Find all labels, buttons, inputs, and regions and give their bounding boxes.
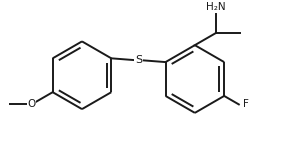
Text: S: S: [135, 55, 142, 65]
Text: O: O: [27, 99, 36, 109]
Text: F: F: [243, 99, 249, 109]
Text: H₂N: H₂N: [206, 2, 226, 12]
